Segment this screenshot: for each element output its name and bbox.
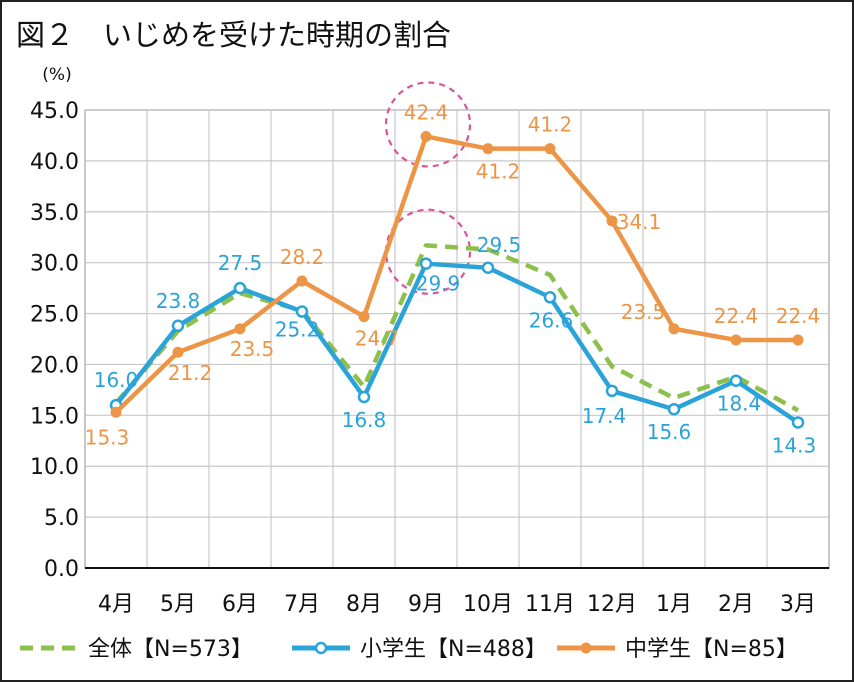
y-axis-unit-label: (%) bbox=[42, 65, 71, 85]
series-marker bbox=[234, 323, 246, 335]
x-tick-label: 2月 bbox=[718, 592, 754, 617]
x-tick-label: 1月 bbox=[656, 592, 692, 617]
series-marker bbox=[730, 334, 742, 346]
data-label: 24.7 bbox=[355, 327, 400, 351]
x-tick-label: 7月 bbox=[284, 592, 320, 617]
y-tick-label: 25.0 bbox=[30, 303, 79, 328]
series-marker bbox=[668, 323, 680, 335]
series-marker bbox=[419, 257, 433, 270]
series-marker bbox=[233, 281, 247, 295]
series-marker bbox=[481, 261, 495, 275]
data-label: 23.5 bbox=[230, 337, 275, 361]
data-label: 15.6 bbox=[647, 420, 692, 444]
series-line bbox=[113, 134, 801, 415]
series-marker bbox=[357, 390, 371, 404]
data-label: 42.4 bbox=[404, 100, 449, 124]
series-marker bbox=[172, 346, 184, 358]
series-marker bbox=[605, 384, 619, 398]
series-marker bbox=[667, 402, 681, 416]
figure-title: 図２ いじめを受けた時期の割合 bbox=[16, 18, 452, 52]
data-label: 14.3 bbox=[772, 433, 817, 457]
legend-marker bbox=[580, 642, 592, 654]
series-marker bbox=[482, 143, 494, 155]
legend-label: 小学生【N=488】 bbox=[360, 637, 547, 662]
x-tick-label: 8月 bbox=[346, 592, 382, 617]
data-label: 17.4 bbox=[582, 404, 627, 428]
series-marker bbox=[606, 215, 618, 227]
data-label: 27.5 bbox=[218, 251, 263, 275]
x-tick-label: 3月 bbox=[780, 592, 816, 617]
data-label: 22.4 bbox=[714, 304, 759, 328]
series-marker bbox=[171, 319, 185, 333]
data-label: 15.3 bbox=[85, 425, 130, 449]
data-label: 41.2 bbox=[476, 160, 521, 184]
x-tick-label: 10月 bbox=[463, 592, 513, 617]
y-tick-label: 5.0 bbox=[44, 506, 79, 531]
data-label: 29.5 bbox=[477, 233, 522, 257]
series-marker bbox=[729, 374, 743, 387]
x-tick-label: 9月 bbox=[408, 592, 444, 617]
legend-label: 中学生【N=85】 bbox=[625, 637, 798, 662]
y-tick-label: 35.0 bbox=[30, 201, 79, 226]
series-marker bbox=[544, 143, 556, 155]
series-marker bbox=[791, 416, 805, 429]
data-label: 25.2 bbox=[275, 318, 320, 342]
series-marker bbox=[358, 311, 370, 323]
x-tick-label: 6月 bbox=[222, 592, 258, 617]
data-label: 16.8 bbox=[342, 408, 387, 432]
x-tick-label: 5月 bbox=[160, 592, 196, 617]
series-line bbox=[113, 261, 801, 425]
series-marker bbox=[792, 334, 804, 346]
data-label: 34.1 bbox=[617, 210, 662, 234]
highlight-circle bbox=[384, 208, 472, 295]
data-label: 21.2 bbox=[168, 361, 213, 385]
x-tick-label: 11月 bbox=[525, 592, 575, 617]
x-tick-label: 4月 bbox=[98, 592, 134, 617]
y-tick-label: 10.0 bbox=[30, 455, 79, 480]
x-tick-label: 12月 bbox=[587, 592, 637, 617]
y-tick-label: 0.0 bbox=[44, 557, 79, 582]
y-tick-label: 30.0 bbox=[30, 252, 79, 277]
data-label: 29.9 bbox=[416, 272, 461, 296]
series-line bbox=[114, 243, 800, 413]
series-marker bbox=[295, 305, 309, 318]
series-marker bbox=[296, 275, 308, 287]
series-marker bbox=[110, 406, 122, 418]
data-label: 23.8 bbox=[156, 289, 201, 313]
y-tick-label: 20.0 bbox=[30, 353, 79, 378]
series-marker bbox=[420, 130, 432, 142]
data-label: 16.0 bbox=[94, 368, 139, 392]
y-tick-label: 45.0 bbox=[30, 99, 79, 124]
data-label: 18.4 bbox=[717, 392, 762, 416]
highlight-circle bbox=[384, 81, 472, 168]
data-label: 28.2 bbox=[280, 245, 325, 269]
data-label: 26.6 bbox=[529, 308, 574, 332]
y-tick-label: 40.0 bbox=[30, 150, 79, 175]
data-label: 41.2 bbox=[528, 113, 573, 137]
legend-marker bbox=[314, 641, 328, 655]
data-label: 23.5 bbox=[621, 300, 666, 324]
y-tick-label: 15.0 bbox=[30, 404, 79, 429]
series-marker bbox=[543, 291, 557, 304]
legend-label: 全体【N=573】 bbox=[88, 637, 253, 662]
data-label: 22.4 bbox=[776, 304, 821, 328]
